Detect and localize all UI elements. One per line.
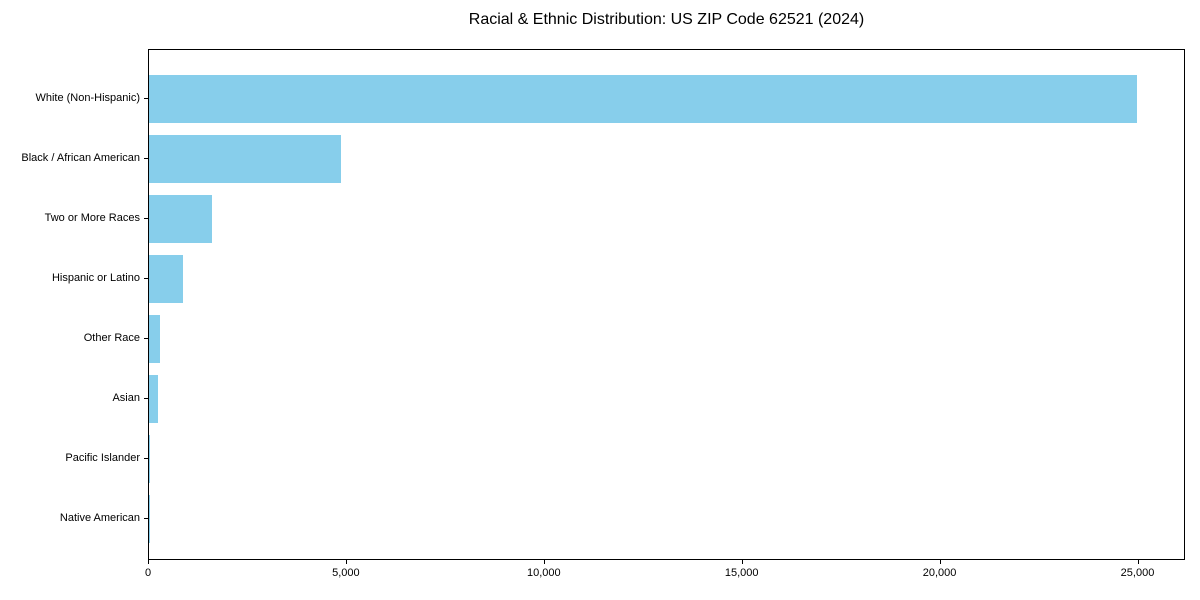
x-tick-mark (939, 560, 941, 564)
x-tick-label: 10,000 (526, 567, 561, 579)
bar (149, 135, 341, 183)
x-tick-mark (1137, 560, 1139, 564)
y-tick-mark (144, 158, 148, 159)
x-tick-label: 20,000 (922, 567, 957, 579)
bar (149, 195, 212, 243)
x-tick-mark (543, 560, 545, 564)
y-tick-mark (144, 518, 148, 519)
y-tick-label: Black / African American (21, 152, 140, 164)
x-tick-label: 25,000 (1120, 567, 1155, 579)
x-tick-mark (345, 560, 347, 564)
y-tick-mark (144, 278, 148, 279)
y-tick-label: White (Non-Hispanic) (35, 92, 140, 104)
x-tick-mark (741, 560, 743, 564)
y-tick-mark (144, 458, 148, 459)
bar (149, 315, 161, 363)
y-tick-mark (144, 338, 148, 339)
bar (149, 255, 183, 303)
y-tick-label: Other Race (83, 332, 140, 344)
y-tick-mark (144, 218, 148, 219)
y-tick-label: Native American (59, 512, 140, 524)
bar (149, 435, 150, 483)
y-tick-label: Hispanic or Latino (51, 272, 140, 284)
y-tick-mark (144, 98, 148, 99)
x-tick-label: 15,000 (724, 567, 759, 579)
plot-area (148, 49, 1185, 560)
bar (149, 375, 159, 423)
bar (149, 75, 1138, 123)
y-tick-label: Two or More Races (44, 212, 140, 224)
x-tick-mark (148, 560, 149, 564)
y-tick-label: Asian (112, 392, 140, 404)
y-tick-mark (144, 398, 148, 399)
y-tick-label: Pacific Islander (65, 452, 140, 464)
x-tick-label: 5,000 (332, 567, 360, 579)
chart-title: Racial & Ethnic Distribution: US ZIP Cod… (468, 11, 865, 28)
x-tick-label: 0 (144, 567, 152, 579)
